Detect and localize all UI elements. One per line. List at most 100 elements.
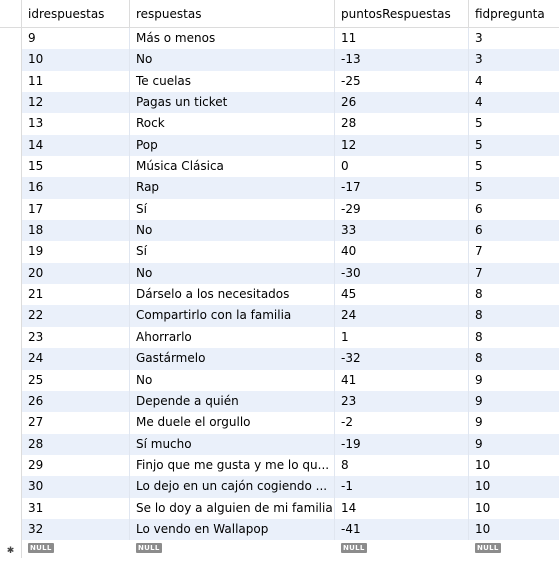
cell-puntosrespuestas[interactable]: -1 <box>335 476 469 498</box>
cell-puntosrespuestas[interactable]: 41 <box>335 369 469 391</box>
cell-puntosrespuestas[interactable]: 28 <box>335 113 469 135</box>
table-row[interactable]: 12 Pagas un ticket 26 4 <box>0 92 559 114</box>
row-selector[interactable] <box>0 198 22 221</box>
row-selector[interactable] <box>0 220 22 242</box>
cell-idrespuestas[interactable]: 31 <box>22 497 130 519</box>
row-selector[interactable] <box>0 28 22 50</box>
cell-puntosrespuestas[interactable]: -19 <box>335 433 469 455</box>
row-selector[interactable] <box>0 497 22 519</box>
cell-respuestas[interactable]: Sí <box>130 241 335 263</box>
cell-fidpregunta[interactable]: 4 <box>475 95 483 110</box>
table-row[interactable]: 22 Compartirlo con la familia 24 8 <box>0 305 559 327</box>
cell-respuestas[interactable]: Rock <box>130 113 335 135</box>
table-row[interactable]: 28 Sí mucho -19 9 <box>0 433 559 455</box>
cell-fidpregunta[interactable]: 10 <box>475 457 491 472</box>
cell-fidpregunta[interactable]: 8 <box>475 308 483 323</box>
row-selector[interactable] <box>0 476 22 498</box>
row-selector[interactable] <box>0 518 22 541</box>
cell-fidpregunta[interactable]: 10 <box>475 479 491 494</box>
cell-idrespuestas[interactable]: 27 <box>22 412 130 434</box>
cell-fidpregunta[interactable]: 5 <box>475 159 483 174</box>
cell-respuestas[interactable]: Ahorrarlo <box>130 326 335 349</box>
cell-puntosrespuestas[interactable]: 8 <box>335 454 469 477</box>
table-row[interactable]: 13 Rock 28 5 <box>0 113 559 135</box>
row-selector[interactable] <box>0 92 22 114</box>
cell-idrespuestas[interactable]: 24 <box>22 348 130 370</box>
cell-respuestas[interactable]: Lo vendo en Wallapop <box>130 518 335 541</box>
table-row[interactable]: 29 Finjo que me gusta y me lo qu... 8 10 <box>0 454 559 477</box>
cell-idrespuestas[interactable]: 13 <box>22 113 130 135</box>
cell-idrespuestas[interactable]: 30 <box>22 476 130 498</box>
table-row[interactable]: 10 No -13 3 <box>0 49 559 71</box>
table-row[interactable]: 26 Depende a quién 23 9 <box>0 390 559 413</box>
table-row[interactable]: 21 Dárselo a los necesitados 45 8 <box>0 284 559 306</box>
cell-fidpregunta[interactable]: 8 <box>475 287 483 302</box>
table-row[interactable]: 15 Música Clásica 0 5 <box>0 156 559 178</box>
cell-idrespuestas[interactable]: 17 <box>22 198 130 221</box>
table-row[interactable]: 31 Se lo doy a alguien de mi familia 14 10 <box>0 497 559 519</box>
row-selector[interactable] <box>0 241 22 263</box>
row-selector[interactable] <box>0 177 22 199</box>
row-selector[interactable] <box>0 369 22 391</box>
cell-respuestas[interactable]: Compartirlo con la familia <box>130 305 335 327</box>
row-selector[interactable] <box>0 390 22 413</box>
cell-puntosrespuestas[interactable]: 23 <box>335 390 469 413</box>
cell-fidpregunta[interactable]: 6 <box>475 223 483 238</box>
cell-puntosrespuestas[interactable]: -32 <box>335 348 469 370</box>
row-selector[interactable] <box>0 433 22 455</box>
cell-fidpregunta[interactable]: 7 <box>475 244 483 259</box>
cell-idrespuestas[interactable]: 23 <box>22 326 130 349</box>
column-header-respuestas[interactable]: respuestas <box>130 0 335 27</box>
cell-puntosrespuestas[interactable]: -17 <box>335 177 469 199</box>
row-selector[interactable] <box>0 284 22 306</box>
cell-fidpregunta[interactable]: 7 <box>475 265 483 280</box>
cell-respuestas[interactable]: Pagas un ticket <box>130 92 335 114</box>
row-selector[interactable] <box>0 49 22 71</box>
cell-fidpregunta[interactable]: 5 <box>475 137 483 152</box>
column-header-idrespuestas[interactable]: idrespuestas <box>22 0 130 27</box>
cell-idrespuestas[interactable]: 19 <box>22 241 130 263</box>
cell-respuestas[interactable]: No <box>130 369 335 391</box>
cell-idrespuestas[interactable]: 9 <box>22 28 130 50</box>
cell-fidpregunta[interactable]: 5 <box>475 116 483 131</box>
cell-puntosrespuestas[interactable]: -2 <box>335 412 469 434</box>
table-row[interactable]: 16 Rap -17 5 <box>0 177 559 199</box>
cell-respuestas[interactable]: Me duele el orgullo <box>130 412 335 434</box>
row-selector[interactable] <box>0 156 22 178</box>
cell-fidpregunta[interactable]: 3 <box>475 52 483 67</box>
cell-idrespuestas[interactable]: 32 <box>22 518 130 541</box>
cell-respuestas[interactable]: No <box>130 262 335 285</box>
cell-idrespuestas[interactable]: 28 <box>22 433 130 455</box>
row-selector[interactable] <box>0 134 22 157</box>
cell-puntosrespuestas[interactable]: -25 <box>335 70 469 93</box>
null-badge-respuestas[interactable]: NULL <box>136 543 162 554</box>
cell-idrespuestas[interactable]: 18 <box>22 220 130 242</box>
cell-idrespuestas[interactable]: 10 <box>22 49 130 71</box>
cell-fidpregunta[interactable]: 9 <box>475 415 483 430</box>
cell-puntosrespuestas[interactable]: 0 <box>335 156 469 178</box>
null-badge-fidpregunta[interactable]: NULL <box>475 543 501 554</box>
cell-fidpregunta[interactable]: 3 <box>475 31 483 45</box>
null-badge-puntosrespuestas[interactable]: NULL <box>341 543 367 554</box>
cell-respuestas[interactable]: Dárselo a los necesitados <box>130 284 335 306</box>
cell-respuestas[interactable]: Más o menos <box>130 28 335 50</box>
cell-puntosrespuestas[interactable]: 40 <box>335 241 469 263</box>
row-selector[interactable] <box>0 262 22 285</box>
table-row[interactable]: 20 No -30 7 <box>0 262 559 285</box>
cell-puntosrespuestas[interactable]: 1 <box>335 326 469 349</box>
cell-idrespuestas[interactable]: 14 <box>22 134 130 157</box>
cell-respuestas[interactable]: Te cuelas <box>130 70 335 93</box>
cell-puntosrespuestas[interactable]: 24 <box>335 305 469 327</box>
cell-puntosrespuestas[interactable]: 11 <box>335 28 469 50</box>
cell-idrespuestas[interactable]: 11 <box>22 70 130 93</box>
cell-respuestas[interactable]: Rap <box>130 177 335 199</box>
cell-respuestas[interactable]: Se lo doy a alguien de mi familia <box>130 497 335 519</box>
cell-puntosrespuestas[interactable]: -41 <box>335 518 469 541</box>
cell-puntosrespuestas[interactable]: -13 <box>335 49 469 71</box>
table-row[interactable]: 25 No 41 9 <box>0 369 559 391</box>
cell-idrespuestas[interactable]: 16 <box>22 177 130 199</box>
cell-puntosrespuestas[interactable]: 12 <box>335 134 469 157</box>
cell-idrespuestas[interactable]: 29 <box>22 454 130 477</box>
table-row[interactable]: 32 Lo vendo en Wallapop -41 10 <box>0 518 559 541</box>
row-selector[interactable] <box>0 348 22 370</box>
